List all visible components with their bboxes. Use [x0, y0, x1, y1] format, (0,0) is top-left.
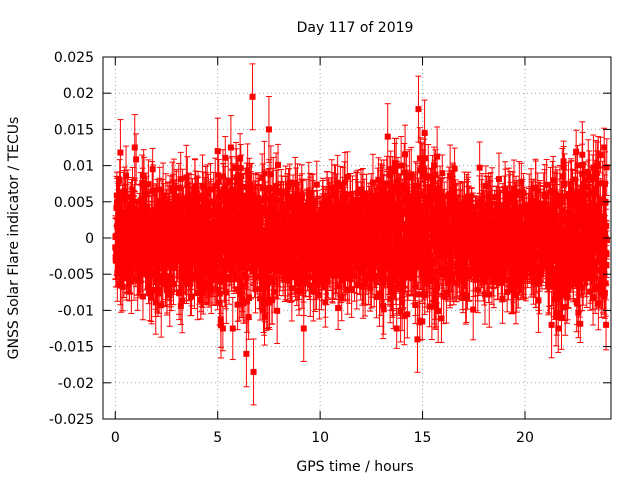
data-layer [112, 63, 610, 406]
chart-title: Day 117 of 2019 [297, 20, 414, 36]
